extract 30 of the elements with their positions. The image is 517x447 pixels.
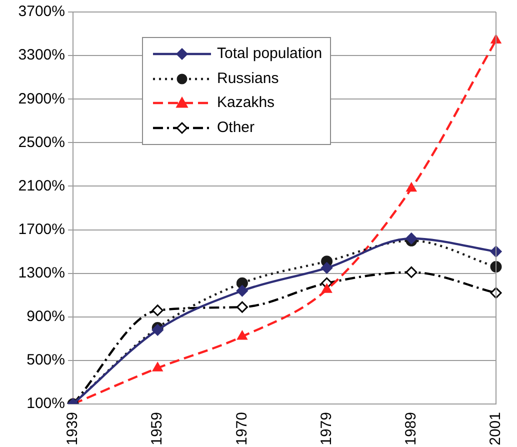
y-tick-label: 1700% <box>18 220 65 238</box>
y-tick-label: 3300% <box>18 46 65 64</box>
y-tick-label: 900% <box>26 308 65 326</box>
y-tick-label: 3700% <box>18 3 65 20</box>
x-tick-label: 1970 <box>233 412 250 446</box>
point <box>152 304 164 316</box>
x-tick-label: 1979 <box>318 412 335 446</box>
x-tick-label: 1939 <box>64 412 82 446</box>
point <box>490 261 502 273</box>
y-tick-label: 1300% <box>18 264 65 282</box>
legend-label: Other <box>217 118 255 138</box>
point <box>322 284 332 293</box>
point <box>406 266 418 278</box>
legend-label: Kazakhs <box>217 93 275 113</box>
point <box>237 330 248 340</box>
point <box>321 262 333 274</box>
x-tick-label: 2001 <box>487 412 504 446</box>
x-tick-label: 1959 <box>148 412 166 446</box>
y-tick-label: 2900% <box>18 90 65 108</box>
y-tick-label: 500% <box>26 352 65 369</box>
point <box>152 362 163 372</box>
legend-label: Russians <box>217 68 279 88</box>
point <box>236 285 248 297</box>
y-tick-label: 100% <box>26 395 65 412</box>
point <box>236 301 248 313</box>
x-tick-label: 1989 <box>402 412 420 446</box>
y-tick-label: 2500% <box>18 134 65 151</box>
legend-label: Total population <box>217 44 322 64</box>
y-tick-label: 2100% <box>18 177 65 194</box>
point <box>406 182 416 192</box>
